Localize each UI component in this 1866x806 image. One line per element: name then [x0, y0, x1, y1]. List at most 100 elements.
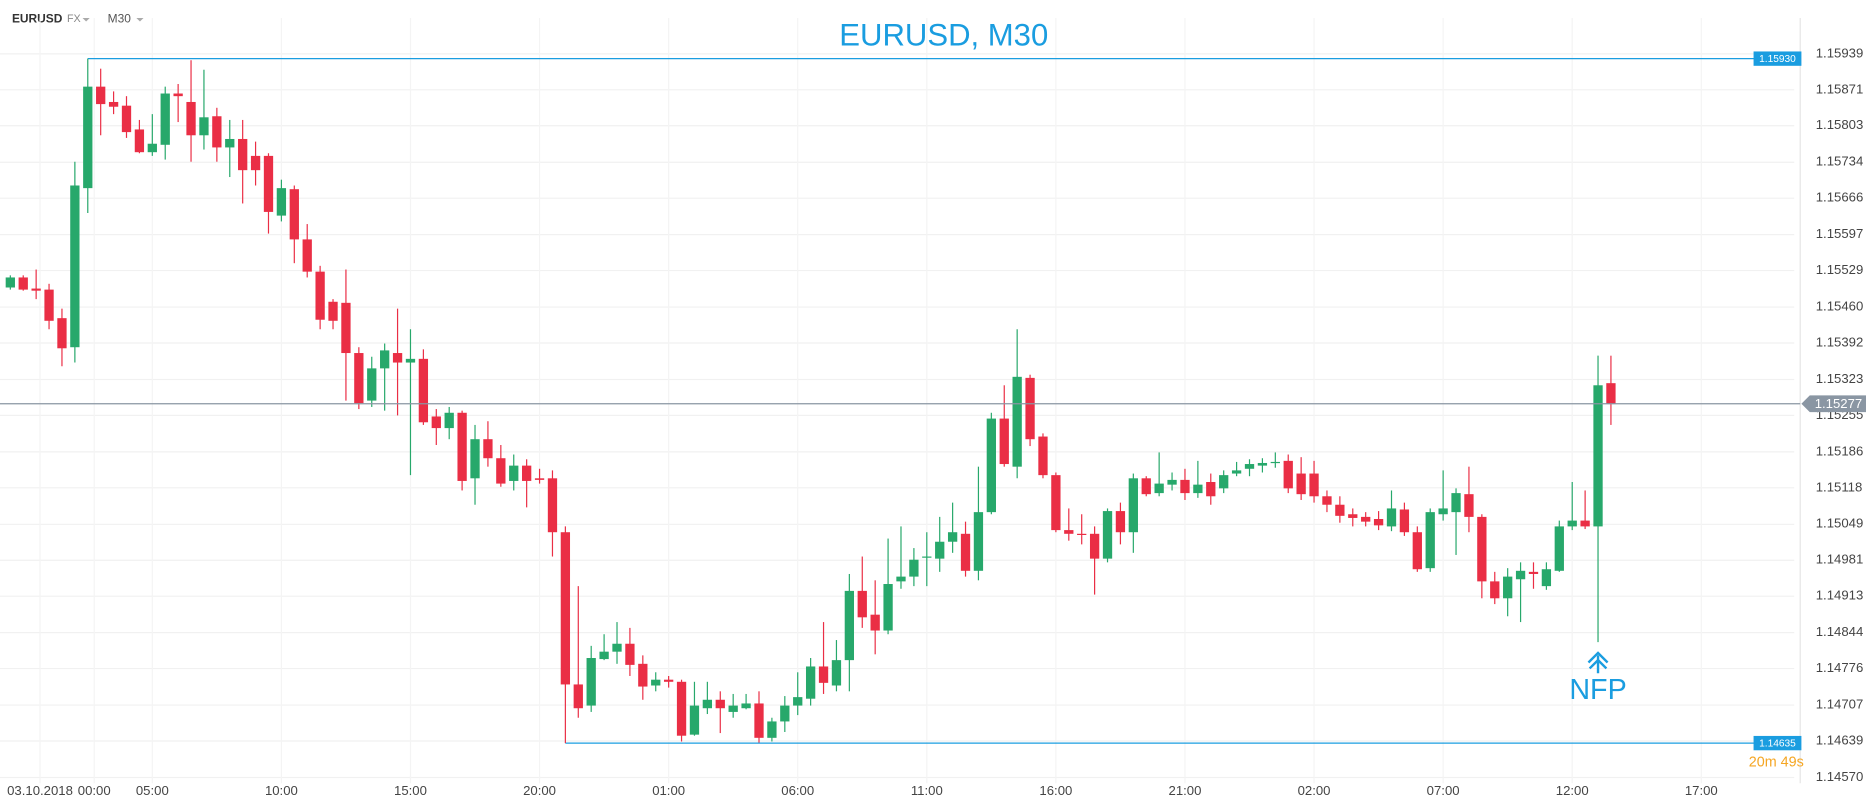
- y-tick-label: 1.14707: [1816, 697, 1864, 712]
- candle-body: [1167, 479, 1177, 485]
- market-caret[interactable]: [82, 17, 90, 22]
- candle-body: [1412, 532, 1422, 570]
- candle-body: [973, 512, 984, 571]
- y-tick-label: 1.15803: [1816, 117, 1864, 132]
- y-tick-label: 1.14639: [1816, 732, 1864, 747]
- candle-body: [793, 697, 803, 706]
- price-label: 1.14635: [1759, 738, 1796, 749]
- candle-body: [754, 703, 764, 738]
- candle-body: [1064, 530, 1074, 534]
- timeframe-caret[interactable]: [136, 17, 144, 22]
- candle-body: [1490, 581, 1500, 599]
- candles: [5, 58, 1616, 744]
- y-tick-label: 1.15666: [1816, 190, 1864, 205]
- candle-body: [354, 353, 364, 404]
- candle-body: [1283, 460, 1293, 489]
- x-tick-label: 02:00: [1298, 783, 1331, 798]
- x-tick-label: 00:00: [78, 783, 111, 798]
- arrow-head: [1587, 651, 1609, 664]
- candle-body: [780, 705, 790, 722]
- candle-body: [818, 666, 829, 683]
- candle-body: [741, 703, 751, 709]
- candle-body: [935, 541, 945, 559]
- candle-body: [1206, 482, 1216, 497]
- candle-body: [431, 416, 441, 429]
- candle-body: [870, 614, 880, 631]
- last-price-label: 1.15277: [1815, 396, 1863, 411]
- candle-body: [57, 318, 67, 349]
- candle-body: [1102, 511, 1113, 559]
- countdown: 20m 49s: [1749, 755, 1804, 771]
- candle-body: [31, 288, 41, 291]
- candle-body: [1528, 571, 1539, 574]
- market[interactable]: FX: [67, 13, 81, 25]
- timeframe[interactable]: M30: [108, 11, 132, 25]
- candle-body: [134, 129, 145, 153]
- candle-body: [1219, 475, 1229, 489]
- candle-body: [444, 412, 454, 429]
- annotation: NFP: [1569, 674, 1626, 706]
- candle-body: [1322, 496, 1332, 505]
- candle-body: [1077, 533, 1087, 535]
- x-tick-label: 12:00: [1556, 783, 1589, 798]
- candle-body: [1541, 569, 1552, 587]
- candle-body: [922, 556, 932, 558]
- candle-body: [1606, 383, 1616, 404]
- candle-body: [289, 189, 299, 240]
- candle-body: [496, 458, 506, 484]
- x-tick-label: 05:00: [136, 783, 169, 798]
- candle-body: [302, 239, 312, 272]
- y-tick-label: 1.15323: [1816, 371, 1864, 386]
- y-tick-label: 1.15118: [1816, 479, 1863, 494]
- candle-body: [1180, 479, 1190, 494]
- candle-body: [1348, 514, 1358, 518]
- candle-body: [728, 705, 738, 712]
- y-tick-label: 1.15597: [1816, 226, 1864, 241]
- candle-body: [173, 93, 183, 97]
- candle-body: [1012, 376, 1022, 467]
- candle-body: [225, 138, 235, 148]
- candle-body: [212, 116, 222, 148]
- y-tick-label: 1.15871: [1816, 81, 1864, 96]
- candle-body: [651, 679, 661, 686]
- last-price-box: [1801, 395, 1866, 413]
- candle-body: [1464, 494, 1474, 517]
- candle-body: [1425, 512, 1435, 569]
- y-tick-label: 1.14913: [1816, 588, 1864, 603]
- candle-body: [18, 277, 28, 290]
- candle-body: [1089, 533, 1100, 559]
- candle-body: [263, 155, 274, 212]
- candle-body: [1373, 519, 1384, 526]
- candle-body: [1231, 470, 1242, 474]
- candle-body: [909, 559, 919, 577]
- candle-body: [276, 188, 287, 216]
- x-tick-label: 01:00: [652, 783, 685, 798]
- candle-body: [1154, 483, 1164, 494]
- candle-body: [1296, 473, 1306, 495]
- candle-body: [160, 93, 170, 145]
- candle-body: [147, 143, 157, 153]
- y-tick-label: 1.15186: [1816, 443, 1864, 458]
- candle-body: [1438, 508, 1448, 515]
- candle-body: [1025, 377, 1035, 440]
- candle-body: [1580, 520, 1590, 527]
- candle-body: [96, 86, 106, 105]
- candle-body: [986, 418, 996, 513]
- candle-body: [1244, 464, 1255, 469]
- price-label-box: [1753, 735, 1802, 751]
- x-tick-label: 11:00: [911, 783, 943, 798]
- candle-body: [612, 643, 622, 652]
- candle-body: [1128, 478, 1138, 533]
- candle-body: [999, 418, 1009, 465]
- x-tick-label: 10:00: [265, 783, 298, 798]
- candle-body: [1270, 461, 1280, 464]
- symbol[interactable]: EURUSD: [12, 11, 63, 25]
- candle-body: [83, 86, 93, 189]
- candle-body: [560, 532, 571, 685]
- candle-body: [767, 721, 777, 738]
- candle-body: [805, 666, 816, 699]
- candle-body: [1115, 511, 1126, 533]
